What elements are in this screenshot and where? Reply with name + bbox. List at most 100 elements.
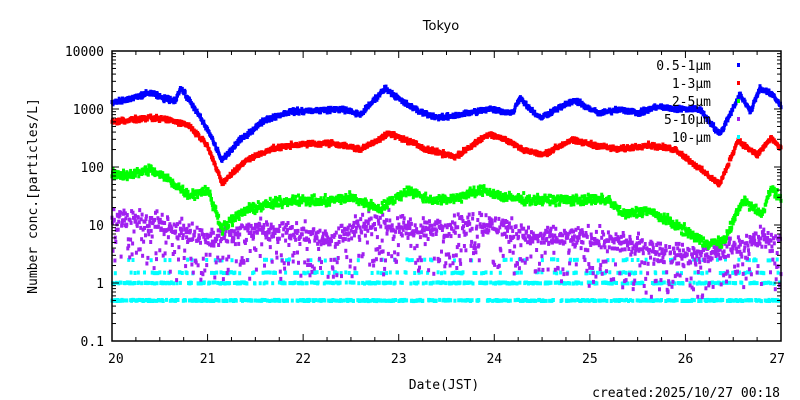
data-point bbox=[744, 298, 748, 303]
data-point bbox=[154, 271, 158, 276]
data-point bbox=[754, 203, 758, 208]
data-point bbox=[762, 271, 766, 276]
data-point bbox=[678, 273, 682, 278]
data-point bbox=[137, 174, 141, 179]
data-point bbox=[600, 271, 604, 276]
data-point bbox=[522, 226, 526, 231]
data-point bbox=[374, 227, 377, 232]
data-point bbox=[409, 221, 413, 226]
data-point bbox=[716, 244, 720, 249]
data-point bbox=[178, 280, 182, 285]
data-point bbox=[595, 270, 599, 275]
data-point bbox=[322, 196, 326, 201]
data-point bbox=[534, 233, 538, 238]
data-point bbox=[692, 247, 696, 252]
data-point bbox=[335, 260, 339, 265]
data-point bbox=[550, 233, 554, 238]
data-point bbox=[462, 229, 466, 234]
data-point bbox=[657, 298, 661, 303]
data-point bbox=[528, 194, 531, 199]
data-point bbox=[628, 238, 632, 243]
data-point bbox=[681, 232, 685, 237]
data-point bbox=[530, 236, 534, 241]
data-point bbox=[472, 270, 476, 275]
data-point bbox=[451, 193, 455, 198]
data-point bbox=[440, 201, 443, 206]
data-point bbox=[277, 236, 281, 241]
chart-title: Tokyo bbox=[422, 19, 459, 34]
data-point bbox=[355, 271, 359, 276]
data-point bbox=[291, 259, 295, 264]
data-point bbox=[415, 140, 419, 145]
data-point bbox=[149, 298, 153, 303]
data-point bbox=[464, 231, 468, 236]
data-point bbox=[141, 253, 145, 258]
data-point bbox=[648, 248, 651, 252]
data-point bbox=[581, 240, 585, 245]
data-point bbox=[637, 298, 640, 303]
data-point bbox=[150, 234, 154, 239]
data-point bbox=[695, 281, 699, 286]
data-point bbox=[539, 240, 543, 245]
data-point bbox=[379, 257, 383, 262]
data-point bbox=[644, 290, 648, 295]
data-point bbox=[239, 259, 243, 264]
data-point bbox=[758, 241, 762, 246]
data-point bbox=[677, 221, 681, 226]
data-point bbox=[716, 298, 720, 303]
data-point bbox=[610, 281, 614, 286]
data-point bbox=[499, 248, 503, 253]
data-point bbox=[563, 240, 567, 245]
data-point bbox=[360, 254, 364, 259]
data-point bbox=[696, 270, 700, 274]
data-point bbox=[621, 258, 625, 263]
data-point bbox=[358, 237, 362, 242]
data-point bbox=[484, 223, 487, 228]
data-point bbox=[287, 261, 290, 266]
data-point bbox=[377, 251, 381, 256]
data-point bbox=[490, 221, 494, 226]
data-point bbox=[487, 228, 491, 233]
data-point bbox=[461, 219, 465, 223]
data-point bbox=[488, 220, 492, 225]
data-point bbox=[646, 261, 650, 266]
data-point bbox=[664, 221, 668, 226]
data-point bbox=[666, 212, 670, 217]
data-point bbox=[340, 298, 343, 303]
data-point bbox=[574, 262, 578, 267]
data-point bbox=[501, 280, 505, 285]
data-point bbox=[525, 256, 529, 261]
data-point bbox=[492, 226, 496, 231]
data-point bbox=[138, 298, 142, 302]
data-point bbox=[330, 238, 333, 243]
data-point bbox=[450, 226, 454, 231]
data-point bbox=[765, 198, 769, 203]
data-point bbox=[409, 281, 413, 286]
data-point bbox=[265, 298, 269, 303]
data-point bbox=[703, 258, 707, 263]
data-point bbox=[743, 241, 747, 246]
data-point bbox=[490, 135, 494, 139]
data-point bbox=[636, 236, 639, 240]
data-point bbox=[175, 278, 179, 283]
data-point bbox=[254, 247, 258, 252]
data-point bbox=[248, 276, 252, 281]
data-point bbox=[431, 232, 435, 237]
data-point bbox=[421, 199, 425, 204]
data-point bbox=[149, 258, 153, 263]
data-point bbox=[203, 237, 207, 242]
data-point bbox=[229, 298, 233, 303]
data-point bbox=[536, 195, 540, 200]
data-point bbox=[747, 258, 751, 263]
data-point bbox=[404, 223, 408, 228]
data-point bbox=[569, 196, 573, 200]
data-point bbox=[443, 270, 447, 275]
data-point bbox=[405, 257, 409, 262]
data-point bbox=[225, 257, 229, 262]
data-point bbox=[357, 202, 361, 207]
data-point bbox=[702, 248, 705, 253]
data-point bbox=[767, 241, 771, 246]
data-point bbox=[492, 260, 496, 265]
data-point bbox=[481, 232, 485, 237]
data-point bbox=[743, 196, 747, 201]
